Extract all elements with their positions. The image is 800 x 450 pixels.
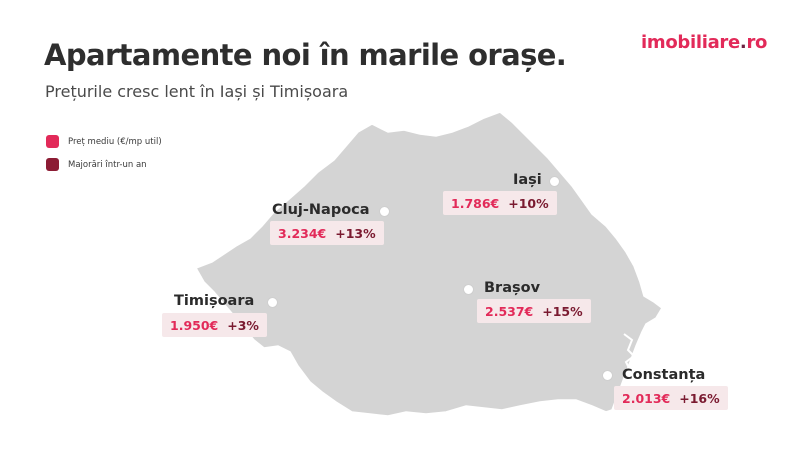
city-label-constanta: Constanța xyxy=(622,367,706,383)
legend-swatch-change xyxy=(46,158,59,171)
city-marker-iasi[interactable] xyxy=(549,176,560,187)
imobiliare-logo[interactable]: imobiliare.ro xyxy=(641,32,767,53)
change-value-brasov: +15% xyxy=(542,303,583,319)
page-subtitle: Prețurile cresc lent în Iași și Timișoar… xyxy=(45,82,349,101)
romania-outline xyxy=(194,111,663,417)
legend-item-change: Majorări într-un an xyxy=(46,158,162,171)
city-marker-constanta[interactable] xyxy=(602,370,613,381)
change-value-timisoara: +3% xyxy=(227,317,259,333)
city-label-cluj: Cluj-Napoca xyxy=(272,202,370,218)
change-value-constanta: +16% xyxy=(679,390,720,406)
city-tag-timisoara: 1.950€ +3% xyxy=(162,313,267,337)
change-value-iasi: +10% xyxy=(508,195,549,211)
logo-text-part1: imobiliare xyxy=(641,32,740,53)
price-value-timisoara: 1.950€ xyxy=(170,317,219,333)
city-marker-brasov[interactable] xyxy=(463,284,474,295)
city-label-brasov: Brașov xyxy=(484,280,541,296)
city-marker-timisoara[interactable] xyxy=(267,297,278,308)
logo-text-part2: ro xyxy=(746,32,768,53)
city-label-iasi: Iași xyxy=(513,172,542,188)
price-value-constanta: 2.013€ xyxy=(622,390,671,406)
page-title: Apartamente noi în marile orașe. xyxy=(44,38,567,72)
logo-text-dot: . xyxy=(739,32,747,53)
city-tag-iasi: 1.786€ +10% xyxy=(443,191,557,215)
legend-swatch-price xyxy=(46,135,59,148)
price-value-iasi: 1.786€ xyxy=(451,195,500,211)
city-marker-cluj[interactable] xyxy=(379,206,390,217)
city-label-timisoara: Timișoara xyxy=(174,293,255,309)
legend-label-price: Preț mediu (€/mp util) xyxy=(68,136,162,147)
danube-delta xyxy=(623,333,636,371)
legend: Preț mediu (€/mp util) Majorări într-un … xyxy=(46,135,162,181)
change-value-cluj: +13% xyxy=(335,225,376,241)
legend-label-change: Majorări într-un an xyxy=(68,159,147,170)
city-tag-cluj: 3.234€ +13% xyxy=(270,221,384,245)
price-value-brasov: 2.537€ xyxy=(485,303,534,319)
legend-item-price: Preț mediu (€/mp util) xyxy=(46,135,162,148)
city-tag-brasov: 2.537€ +15% xyxy=(477,299,591,323)
city-tag-constanta: 2.013€ +16% xyxy=(614,386,728,410)
price-value-cluj: 3.234€ xyxy=(278,225,327,241)
